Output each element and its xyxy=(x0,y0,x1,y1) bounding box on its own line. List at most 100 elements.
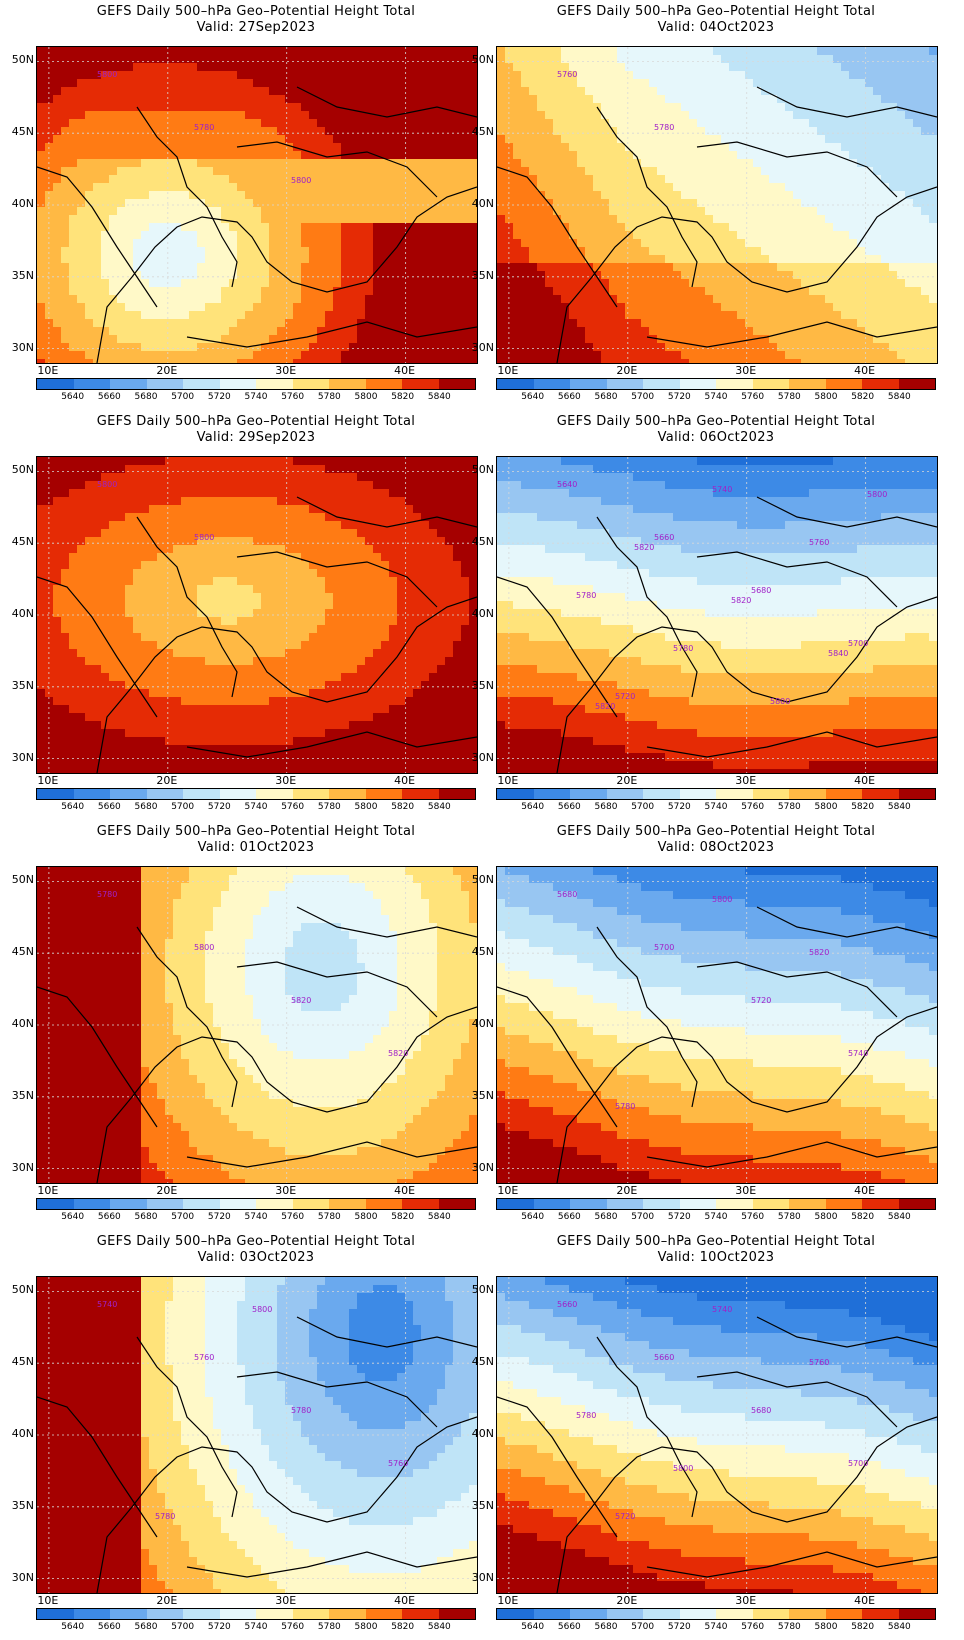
field-cell xyxy=(309,343,318,352)
field-cell xyxy=(325,103,334,112)
field-cell xyxy=(801,63,810,72)
field-cell xyxy=(325,199,334,208)
field-cell xyxy=(601,247,610,256)
field-cell xyxy=(405,481,414,490)
field-cell xyxy=(133,119,142,128)
colorbar-swatch xyxy=(292,379,329,389)
field-cell xyxy=(325,71,334,80)
field-cell xyxy=(341,287,350,296)
field-cell xyxy=(293,303,302,312)
field-cell xyxy=(237,481,246,490)
field-cell xyxy=(149,143,158,152)
field-cell xyxy=(777,247,786,256)
field-cell xyxy=(445,159,454,168)
field-cell xyxy=(309,247,318,256)
field-cell xyxy=(737,263,746,272)
field-cell xyxy=(269,103,278,112)
field-cell xyxy=(189,79,198,88)
field-cell xyxy=(601,151,610,160)
field-cell xyxy=(625,87,634,96)
field-cell xyxy=(553,55,562,64)
field-cell xyxy=(181,119,190,128)
field-cell xyxy=(641,167,650,176)
field-cell xyxy=(833,319,842,328)
field-cell xyxy=(461,481,470,490)
field-cell xyxy=(421,135,430,144)
field-cell xyxy=(897,359,906,363)
field-cell xyxy=(673,63,682,72)
field-cell xyxy=(237,505,246,514)
field-cell xyxy=(325,359,334,363)
field-cell xyxy=(497,119,506,128)
field-cell xyxy=(897,223,906,232)
field-cell xyxy=(133,135,142,144)
field-cell xyxy=(133,473,142,482)
field-cell xyxy=(929,175,937,184)
colorbar-swatch xyxy=(643,379,680,389)
field-cell xyxy=(681,279,690,288)
field-cell xyxy=(117,497,126,506)
field-cell xyxy=(625,343,634,352)
field-cell xyxy=(109,135,118,144)
field-cell xyxy=(205,143,214,152)
field-cell xyxy=(889,231,898,240)
field-cell xyxy=(665,95,674,104)
field-cell xyxy=(37,47,46,56)
field-cell xyxy=(681,303,690,312)
field-cell xyxy=(421,489,430,498)
field-cell xyxy=(301,319,310,328)
field-cell xyxy=(61,223,70,232)
field-cell xyxy=(309,489,318,498)
field-cell xyxy=(841,143,850,152)
field-cell xyxy=(133,279,142,288)
field-cell xyxy=(149,255,158,264)
field-cell xyxy=(349,79,358,88)
field-cell xyxy=(357,79,366,88)
field-cell xyxy=(349,119,358,128)
field-cell xyxy=(213,199,222,208)
field-cell xyxy=(833,351,842,360)
field-cell xyxy=(285,343,294,352)
field-cell xyxy=(429,199,438,208)
field-cell xyxy=(325,151,334,160)
field-cell xyxy=(245,247,254,256)
field-cell xyxy=(561,279,570,288)
field-cell xyxy=(173,521,182,530)
field-cell xyxy=(929,63,937,72)
field-cell xyxy=(221,199,230,208)
field-cell xyxy=(769,351,778,360)
field-cell xyxy=(497,159,506,168)
field-cell xyxy=(681,199,690,208)
field-cell xyxy=(681,295,690,304)
field-cell xyxy=(61,95,70,104)
colorbar-label: 5800 xyxy=(354,392,378,402)
field-cell xyxy=(413,279,422,288)
coastline xyxy=(236,141,438,198)
field-cell xyxy=(889,143,898,152)
field-cell xyxy=(165,79,174,88)
field-cell xyxy=(77,465,86,474)
field-cell xyxy=(325,79,334,88)
field-cell xyxy=(205,327,214,336)
field-cell xyxy=(317,63,326,72)
field-cell xyxy=(53,79,62,88)
field-cell xyxy=(705,71,714,80)
field-cell xyxy=(101,513,110,522)
field-cell xyxy=(437,191,446,200)
field-cell xyxy=(45,127,54,136)
field-cell xyxy=(157,183,166,192)
field-cell xyxy=(437,127,446,136)
field-cell xyxy=(125,351,134,360)
field-cell xyxy=(181,255,190,264)
field-cell xyxy=(245,465,254,474)
field-cell xyxy=(333,199,342,208)
field-cell xyxy=(721,47,730,56)
field-cell xyxy=(293,71,302,80)
field-cell xyxy=(437,489,446,498)
field-cell xyxy=(529,87,538,96)
field-cell xyxy=(389,159,398,168)
field-cell xyxy=(809,151,818,160)
field-cell xyxy=(237,151,246,160)
field-cell xyxy=(513,143,522,152)
field-cell xyxy=(101,319,110,328)
